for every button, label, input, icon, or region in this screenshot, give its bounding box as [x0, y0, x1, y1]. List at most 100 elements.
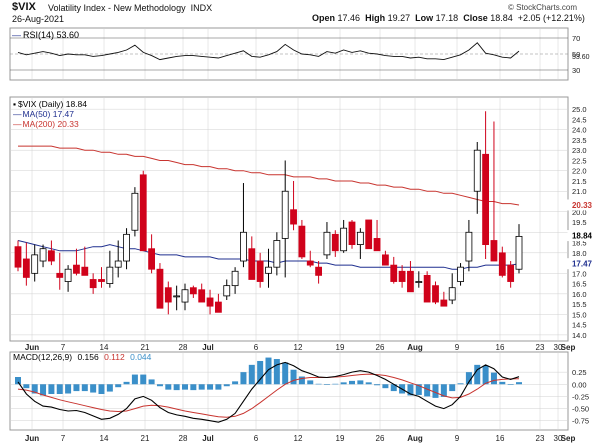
- macd-histogram-bar: [465, 372, 472, 385]
- axis-layer: 25.024.524.023.523.022.522.021.521.020.5…: [25, 34, 597, 443]
- price-axis-tick: 23.5: [572, 136, 587, 145]
- date-axis-tick: 12: [294, 343, 303, 352]
- date-axis-tick: 30: [554, 434, 563, 443]
- candle-body: [448, 287, 456, 301]
- ma50-badge-box: [567, 258, 597, 270]
- candle-body: [298, 225, 306, 258]
- candle-body: [164, 287, 172, 303]
- date-axis-tick: 7: [61, 434, 66, 443]
- date-axis-tick: 6: [254, 343, 259, 352]
- candle-body: [81, 266, 89, 276]
- date-axis-tick: 16: [496, 343, 505, 352]
- ma200-line: [18, 145, 520, 206]
- macd-histogram-bar: [31, 384, 38, 394]
- candle-body: [189, 287, 197, 295]
- candle-body: [98, 279, 105, 282]
- ma200-badge-box: [567, 199, 597, 211]
- candle-body: [390, 264, 398, 282]
- candle-body: [73, 264, 80, 274]
- candle-body: [306, 260, 314, 266]
- candle-body: [432, 285, 439, 303]
- price-axis-tick: 14.5: [572, 321, 587, 330]
- date-axis-tick: 26: [376, 434, 385, 443]
- ohlc-readout: Open 17.46 High 19.27 Low 17.18 Close 18…: [312, 13, 585, 23]
- price-axis-tick: 15.0: [572, 310, 587, 319]
- macd-histogram-bar: [15, 377, 21, 385]
- macd-histogram-bar: [173, 384, 180, 391]
- macd-histogram-bar: [223, 384, 230, 387]
- macd-histogram-bar: [457, 383, 464, 385]
- date-axis-tick: 9: [455, 434, 460, 443]
- candle-body: [139, 174, 147, 252]
- macd-histogram-bar: [232, 381, 239, 385]
- macd-axis-tick: -0.75: [572, 417, 589, 426]
- candle-body: [415, 281, 423, 283]
- candle-body: [323, 231, 331, 256]
- date-axis-tick: 9: [455, 343, 460, 352]
- candle-body: [14, 246, 22, 268]
- macd-histogram-bar: [248, 364, 255, 385]
- macd-histogram-bar: [440, 384, 447, 397]
- close-badge-box: [567, 230, 597, 242]
- date-axis-tick: Aug: [407, 434, 423, 443]
- macd-histogram-bar: [374, 384, 381, 386]
- macd-histogram-bar: [56, 384, 63, 394]
- date-axis-tick: 21: [141, 434, 150, 443]
- date-axis-tick: Sep: [561, 434, 576, 443]
- macd-signal-line: [17, 373, 520, 418]
- rsi-label: — RSI(14) 53.60: [12, 30, 79, 40]
- macd-histogram-bar: [165, 384, 172, 390]
- candle-body: [198, 289, 206, 303]
- symbol-name: Volatility Index - New Methodology INDX: [48, 3, 213, 13]
- date-axis-tick: 23: [536, 343, 545, 352]
- date-axis-tick: 23: [536, 434, 545, 443]
- price-legend-ma50: —MA(50) 17.47: [13, 109, 74, 119]
- date-axis-tick: 19: [336, 343, 345, 352]
- rsi-axis-tick: 50: [572, 50, 580, 59]
- macd-axis-tick: -0.50: [572, 405, 589, 414]
- date-axis-tick: 12: [294, 434, 303, 443]
- macd-histogram-bar: [490, 372, 497, 385]
- candle-body: [64, 268, 72, 282]
- macd-histogram-bar: [307, 380, 314, 385]
- macd-histogram-bar: [156, 384, 163, 387]
- date-axis-tick: Aug: [407, 343, 423, 352]
- macd-legend: MACD(12,26,9) 0.156 0.112 0.044: [13, 352, 152, 362]
- candle-body: [48, 250, 55, 262]
- rsi-current-value: 53.60: [572, 54, 590, 61]
- price-axis-tick: 19.5: [572, 218, 587, 227]
- candle-body: [465, 231, 473, 262]
- date-axis-tick: 7: [61, 343, 66, 352]
- candle-body: [256, 260, 264, 282]
- candlestick-layer: [14, 111, 523, 315]
- macd-histogram-bar: [265, 357, 272, 385]
- date-axis-tick: Jun: [25, 343, 39, 352]
- candle-body: [214, 301, 222, 313]
- candle-body: [156, 268, 164, 309]
- macd-histogram-bar: [298, 376, 305, 385]
- candle-body: [106, 266, 114, 284]
- price-axis-tick: 23.0: [572, 146, 587, 155]
- macd-histogram-bar: [48, 384, 55, 394]
- ma50-badge: 17.47: [572, 260, 593, 269]
- candle-body: [407, 270, 414, 293]
- price-axis-tick: 21.0: [572, 187, 587, 196]
- macd-histogram-bar: [390, 384, 397, 392]
- macd-histogram-bar: [240, 372, 247, 385]
- candle-body: [114, 260, 122, 268]
- price-panel-frame: [9, 96, 569, 342]
- macd-histogram-bar: [432, 384, 439, 398]
- macd-histogram-bar: [215, 384, 222, 390]
- candle-body: [440, 299, 448, 307]
- candle-body: [290, 209, 297, 225]
- symbol-title: $VIX: [12, 1, 36, 13]
- candle-body: [31, 254, 39, 274]
- rsi-panel-frame: [9, 27, 569, 81]
- macd-axis-tick: 0.25: [572, 368, 587, 377]
- candle-body: [240, 231, 247, 262]
- price-axis-tick: 20.0: [572, 208, 587, 217]
- macd-histogram-bar: [282, 362, 289, 385]
- date-axis-tick: 19: [336, 434, 345, 443]
- rsi-axis-tick: 70: [572, 34, 580, 43]
